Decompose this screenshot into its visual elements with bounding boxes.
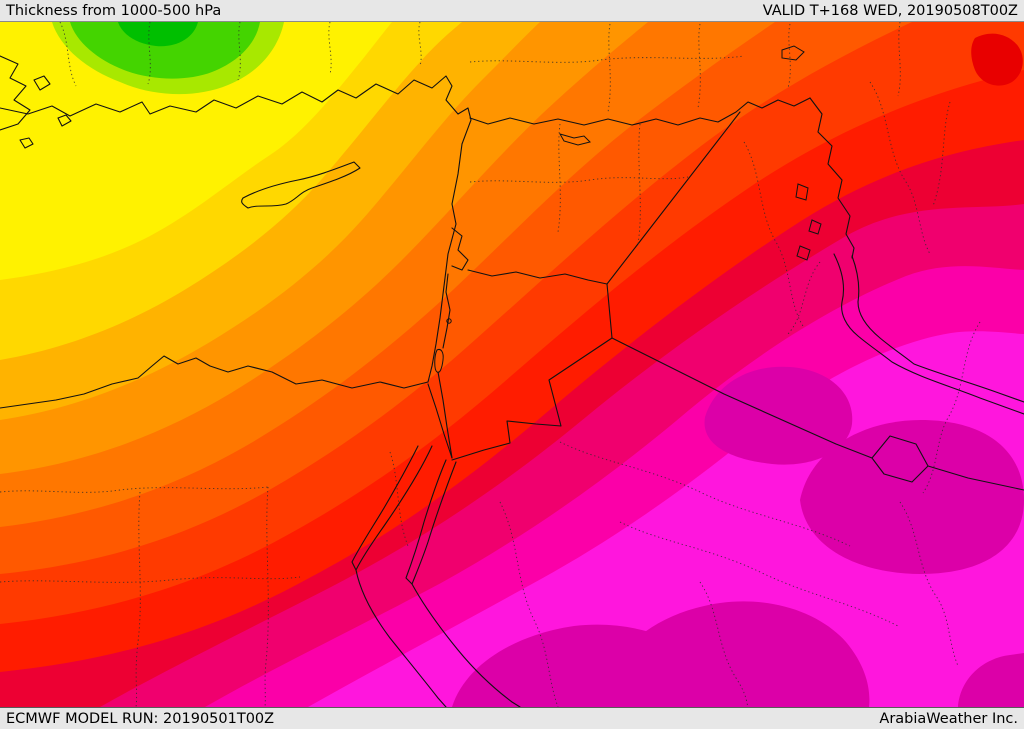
admin-line [699, 581, 749, 707]
admin-line [787, 261, 821, 335]
turkey-syria-iraq-border [469, 97, 811, 126]
admin-line [469, 176, 689, 183]
lebanon-border [451, 227, 469, 271]
valid-time-label: VALID T+168 WED, 20190508T00Z [762, 2, 1018, 19]
aegean-island-2 [57, 114, 72, 127]
admin-line [637, 123, 641, 245]
admin-line [559, 441, 851, 547]
dead-sea [434, 349, 444, 373]
admin-line [328, 22, 332, 75]
iraq-iran-border [809, 97, 855, 259]
map-title: Thickness from 1000-500 hPa [6, 2, 222, 19]
patch-red-spot-northeast [971, 33, 1023, 86]
admin-line [922, 321, 981, 494]
aegean-coastline [0, 55, 31, 131]
red-sea-west-coast [355, 569, 447, 707]
iraq-saudi-border [611, 337, 1024, 491]
admin-line [619, 521, 899, 627]
persian-gulf-east [851, 255, 1024, 403]
admin-line [932, 101, 951, 207]
arava-border [437, 371, 453, 459]
jordan-iraq-border [606, 283, 613, 339]
persian-gulf-west [833, 253, 1024, 415]
admin-line [607, 23, 611, 113]
admin-line [697, 23, 701, 109]
israel-egypt-border [427, 383, 453, 459]
syria-iraq-border [606, 111, 741, 285]
syria-jordan-border [467, 269, 608, 285]
mediterranean-coastline [0, 75, 472, 409]
jordan-saudi-border [451, 337, 613, 461]
band-yellow [0, 22, 392, 280]
patch-dark-magenta-center [704, 366, 853, 465]
cyprus-island [241, 161, 361, 209]
bands-layer [0, 22, 1024, 707]
admin-line [469, 55, 745, 63]
borders-layer [427, 97, 1024, 491]
lake-van [781, 45, 805, 61]
admin-boundaries-layer [0, 22, 981, 707]
model-run-label: ECMWF MODEL RUN: 20190501T00Z [6, 710, 275, 727]
admin-line [787, 23, 791, 89]
map-header-bar: Thickness from 1000-500 hPa VALID T+168 … [0, 0, 1024, 22]
patch-dark-magenta-corner [958, 653, 1024, 707]
patch-dark-magenta-saudi [598, 601, 870, 707]
admin-line [0, 576, 301, 583]
aegean-island-1 [33, 75, 51, 91]
aegean-island-3 [19, 137, 34, 149]
admin-line [59, 22, 77, 87]
jordan-river-line [442, 273, 451, 349]
admin-line [897, 22, 901, 97]
red-sea-east-coast [411, 583, 521, 707]
admin-line [869, 81, 931, 255]
admin-line [237, 22, 241, 81]
band-green [70, 22, 260, 79]
weather-map-svg [0, 22, 1024, 707]
admin-line [389, 451, 409, 547]
coastlines-layer [0, 45, 1024, 707]
lake-tharthar [795, 183, 809, 201]
lake-assad [558, 133, 591, 146]
map-footer-bar: ECMWF MODEL RUN: 20190501T00Z ArabiaWeat… [0, 707, 1024, 729]
admin-line [135, 491, 141, 707]
band-dark-green [118, 22, 198, 47]
patches-layer [452, 33, 1024, 707]
admin-line [499, 501, 559, 707]
lake-razzaza [796, 245, 811, 261]
patch-dark-magenta-east [800, 420, 1024, 574]
brand-label: ArabiaWeather Inc. [879, 710, 1018, 727]
kuwait-border [871, 435, 929, 483]
lake-habbaniyah [808, 219, 822, 235]
